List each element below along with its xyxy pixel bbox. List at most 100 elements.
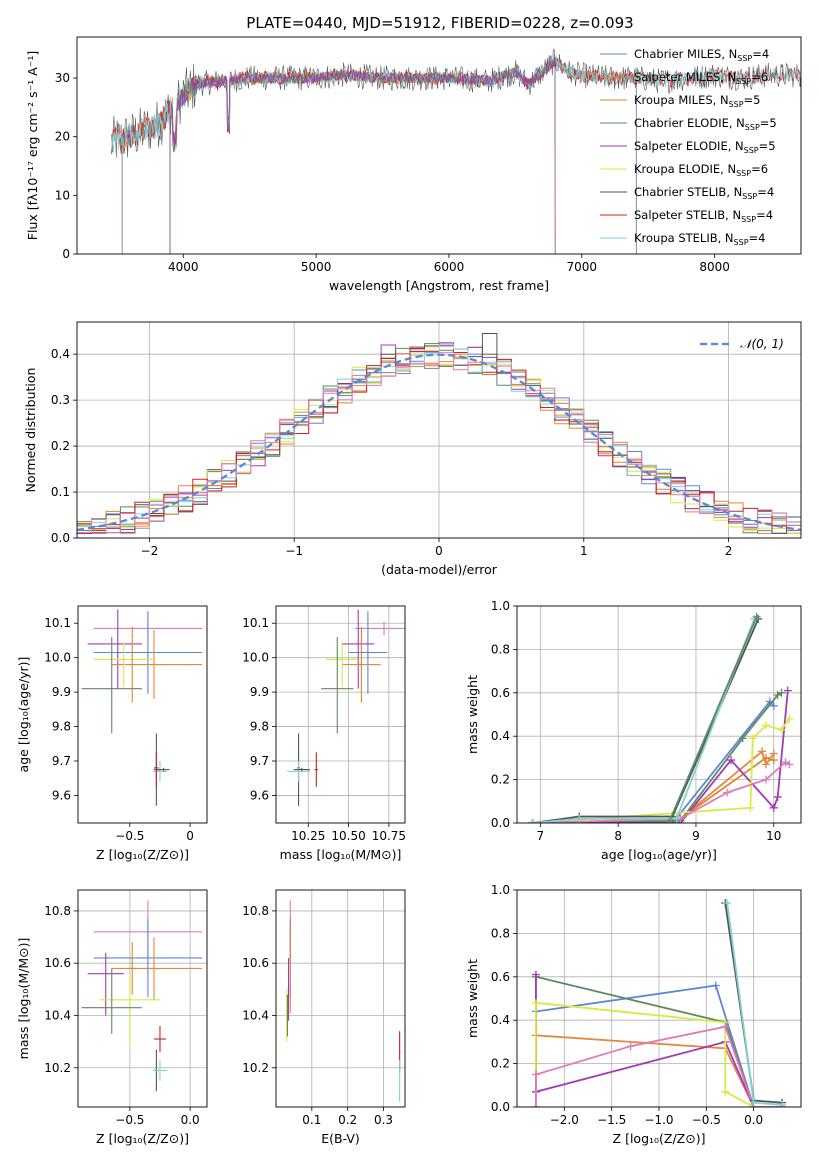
y-tick-label: 10.4 bbox=[242, 1008, 269, 1022]
legend-entry: Chabrier STELIB, NSSP=4 bbox=[634, 185, 774, 201]
legend-text: Salpeter ELODIE, N bbox=[634, 139, 744, 153]
x-tick-label: 8000 bbox=[699, 260, 730, 274]
error-bar-point bbox=[93, 611, 203, 694]
x-tick-label: 10.25 bbox=[291, 829, 325, 843]
error-bar-point bbox=[398, 1059, 401, 1102]
weight-marker bbox=[748, 734, 757, 743]
error-bar-point bbox=[355, 621, 405, 636]
x-tick-label: 1 bbox=[580, 544, 588, 558]
legend-suffix: =5 bbox=[744, 93, 761, 107]
legend-text: Chabrier STELIB, N bbox=[634, 185, 742, 199]
x-tick-label: 0.0 bbox=[181, 1113, 200, 1127]
legend-entry: Kroupa ELODIE, NSSP=6 bbox=[634, 162, 768, 178]
y-tick-label: 10.6 bbox=[44, 956, 71, 970]
legend-subscript: SSP bbox=[729, 100, 744, 109]
legend-suffix: =4 bbox=[756, 208, 773, 222]
legend-text: Salpeter STELIB, N bbox=[634, 208, 741, 222]
weight-marker bbox=[723, 788, 732, 797]
x-axis-label: Z [log₁₀(Z/Z⊙)] bbox=[613, 1131, 706, 1146]
y-tick-label: 10.1 bbox=[44, 616, 71, 630]
x-tick-label: 2 bbox=[725, 544, 733, 558]
legend-entry: Salpeter MILES, NSSP=6 bbox=[634, 70, 768, 86]
weight-marker bbox=[626, 1042, 635, 1051]
residuals-plot-area bbox=[77, 322, 801, 538]
legend-entry: Kroupa STELIB, NSSP=4 bbox=[634, 231, 765, 247]
x-tick-label: −1.5 bbox=[597, 1113, 626, 1127]
error-bar-point bbox=[93, 642, 154, 687]
spectrum-plot-area bbox=[111, 48, 801, 254]
error-bar-point bbox=[157, 767, 170, 772]
weight-marker bbox=[672, 814, 681, 823]
normal-curve bbox=[77, 353, 801, 532]
y-tick-label: 10.6 bbox=[242, 956, 269, 970]
y-tick-label: 10.1 bbox=[242, 616, 269, 630]
x-tick-label: −0.5 bbox=[115, 1113, 144, 1127]
y-axis-label: Flux [fλ10⁻¹⁷ erg cm⁻² s⁻¹ A⁻¹] bbox=[25, 51, 40, 240]
error-bar-point bbox=[287, 761, 310, 782]
weight-marker bbox=[746, 803, 755, 812]
y-tick-label: 0.8 bbox=[491, 926, 510, 940]
y-tick-label: 9.6 bbox=[250, 788, 269, 802]
y-tick-label: 9.9 bbox=[52, 685, 71, 699]
x-tick-label: 6000 bbox=[434, 260, 465, 274]
error-bar-point bbox=[129, 626, 135, 703]
legend-text: Chabrier ELODIE, N bbox=[634, 116, 745, 130]
error-bar-point bbox=[111, 937, 203, 1000]
y-tick-label: 0.6 bbox=[491, 686, 510, 700]
weight-marker bbox=[721, 1022, 730, 1031]
error-bar-point bbox=[99, 973, 160, 1045]
weight-marker bbox=[769, 803, 778, 812]
error-bar-point bbox=[325, 642, 359, 687]
x-tick-label: 7 bbox=[537, 829, 545, 843]
error-bar-point bbox=[81, 968, 142, 1034]
residuals-panel: −2 −1 0 1 2 0.0 0.1 0.2 0.3 0.4 (data-model)/error… bbox=[23, 321, 802, 577]
legend-suffix: =4 bbox=[757, 185, 774, 199]
z_vs_mass-plot-area bbox=[78, 890, 207, 1107]
weight-marker bbox=[738, 734, 747, 743]
y-tick-label: 9.7 bbox=[250, 754, 269, 768]
error-bar-point bbox=[314, 752, 318, 787]
y-tick-label: 10.8 bbox=[242, 904, 269, 918]
y-tick-label: 0.1 bbox=[51, 485, 70, 499]
mass_vs_age-panel: 10.25 10.50 10.75 9.6 9.7 9.8 9.9 10.0 10.1 mass … bbox=[242, 605, 406, 862]
legend-subscript: SSP bbox=[736, 169, 751, 178]
y-tick-label: 0.0 bbox=[491, 816, 510, 830]
x-tick-label: 4000 bbox=[168, 260, 199, 274]
legend-entry: Chabrier ELODIE, NSSP=5 bbox=[634, 116, 777, 132]
error-bar-point bbox=[111, 630, 203, 699]
y-tick-label: 10 bbox=[55, 188, 70, 202]
legend-suffix: =5 bbox=[759, 139, 776, 153]
legend-subscript: SSP bbox=[745, 123, 760, 132]
error-bar-point bbox=[129, 942, 135, 995]
error-bar-point bbox=[93, 918, 203, 998]
weight-line bbox=[535, 1025, 783, 1107]
y-tick-label: 9.7 bbox=[52, 754, 71, 768]
legend-suffix: =4 bbox=[752, 47, 769, 61]
axes-frame bbox=[275, 605, 406, 824]
legend-text: Kroupa STELIB, N bbox=[634, 231, 734, 245]
y-tick-label: 0.0 bbox=[51, 531, 70, 545]
y-tick-label: 10.8 bbox=[44, 904, 71, 918]
weight-marker bbox=[749, 1098, 758, 1107]
z_vs_age-plot-area bbox=[81, 609, 203, 806]
x-tick-label: −2.0 bbox=[550, 1113, 579, 1127]
weight-marker bbox=[777, 725, 786, 734]
weight-marker bbox=[769, 756, 778, 765]
error-bar-point bbox=[293, 767, 310, 772]
figure-title: PLATE=0440, MJD=51912, FIBERID=0228, z=0… bbox=[246, 14, 633, 32]
spectrum-line-salpeter-elodie bbox=[169, 55, 556, 254]
y-axis-label: mass [log₁₀(M/M⊙)] bbox=[16, 938, 31, 1060]
error-bar-point bbox=[152, 1059, 168, 1081]
y-tick-label: 10.0 bbox=[242, 651, 269, 665]
legend-suffix: =4 bbox=[749, 231, 766, 245]
weight-line bbox=[532, 690, 789, 823]
age_mass_weight-plot-area bbox=[517, 606, 801, 823]
y-tick-label: 0.0 bbox=[491, 1100, 510, 1114]
x-tick-label: 10.75 bbox=[372, 829, 406, 843]
y-tick-label: 0.8 bbox=[491, 642, 510, 656]
axes-frame bbox=[275, 889, 406, 1108]
y-tick-label: 0 bbox=[62, 247, 70, 261]
y-tick-label: 9.9 bbox=[250, 685, 269, 699]
ebv_vs_mass-panel: 0.1 0.2 0.3 10.2 10.4 10.6 10.8 E(B-V) bbox=[242, 889, 406, 1146]
